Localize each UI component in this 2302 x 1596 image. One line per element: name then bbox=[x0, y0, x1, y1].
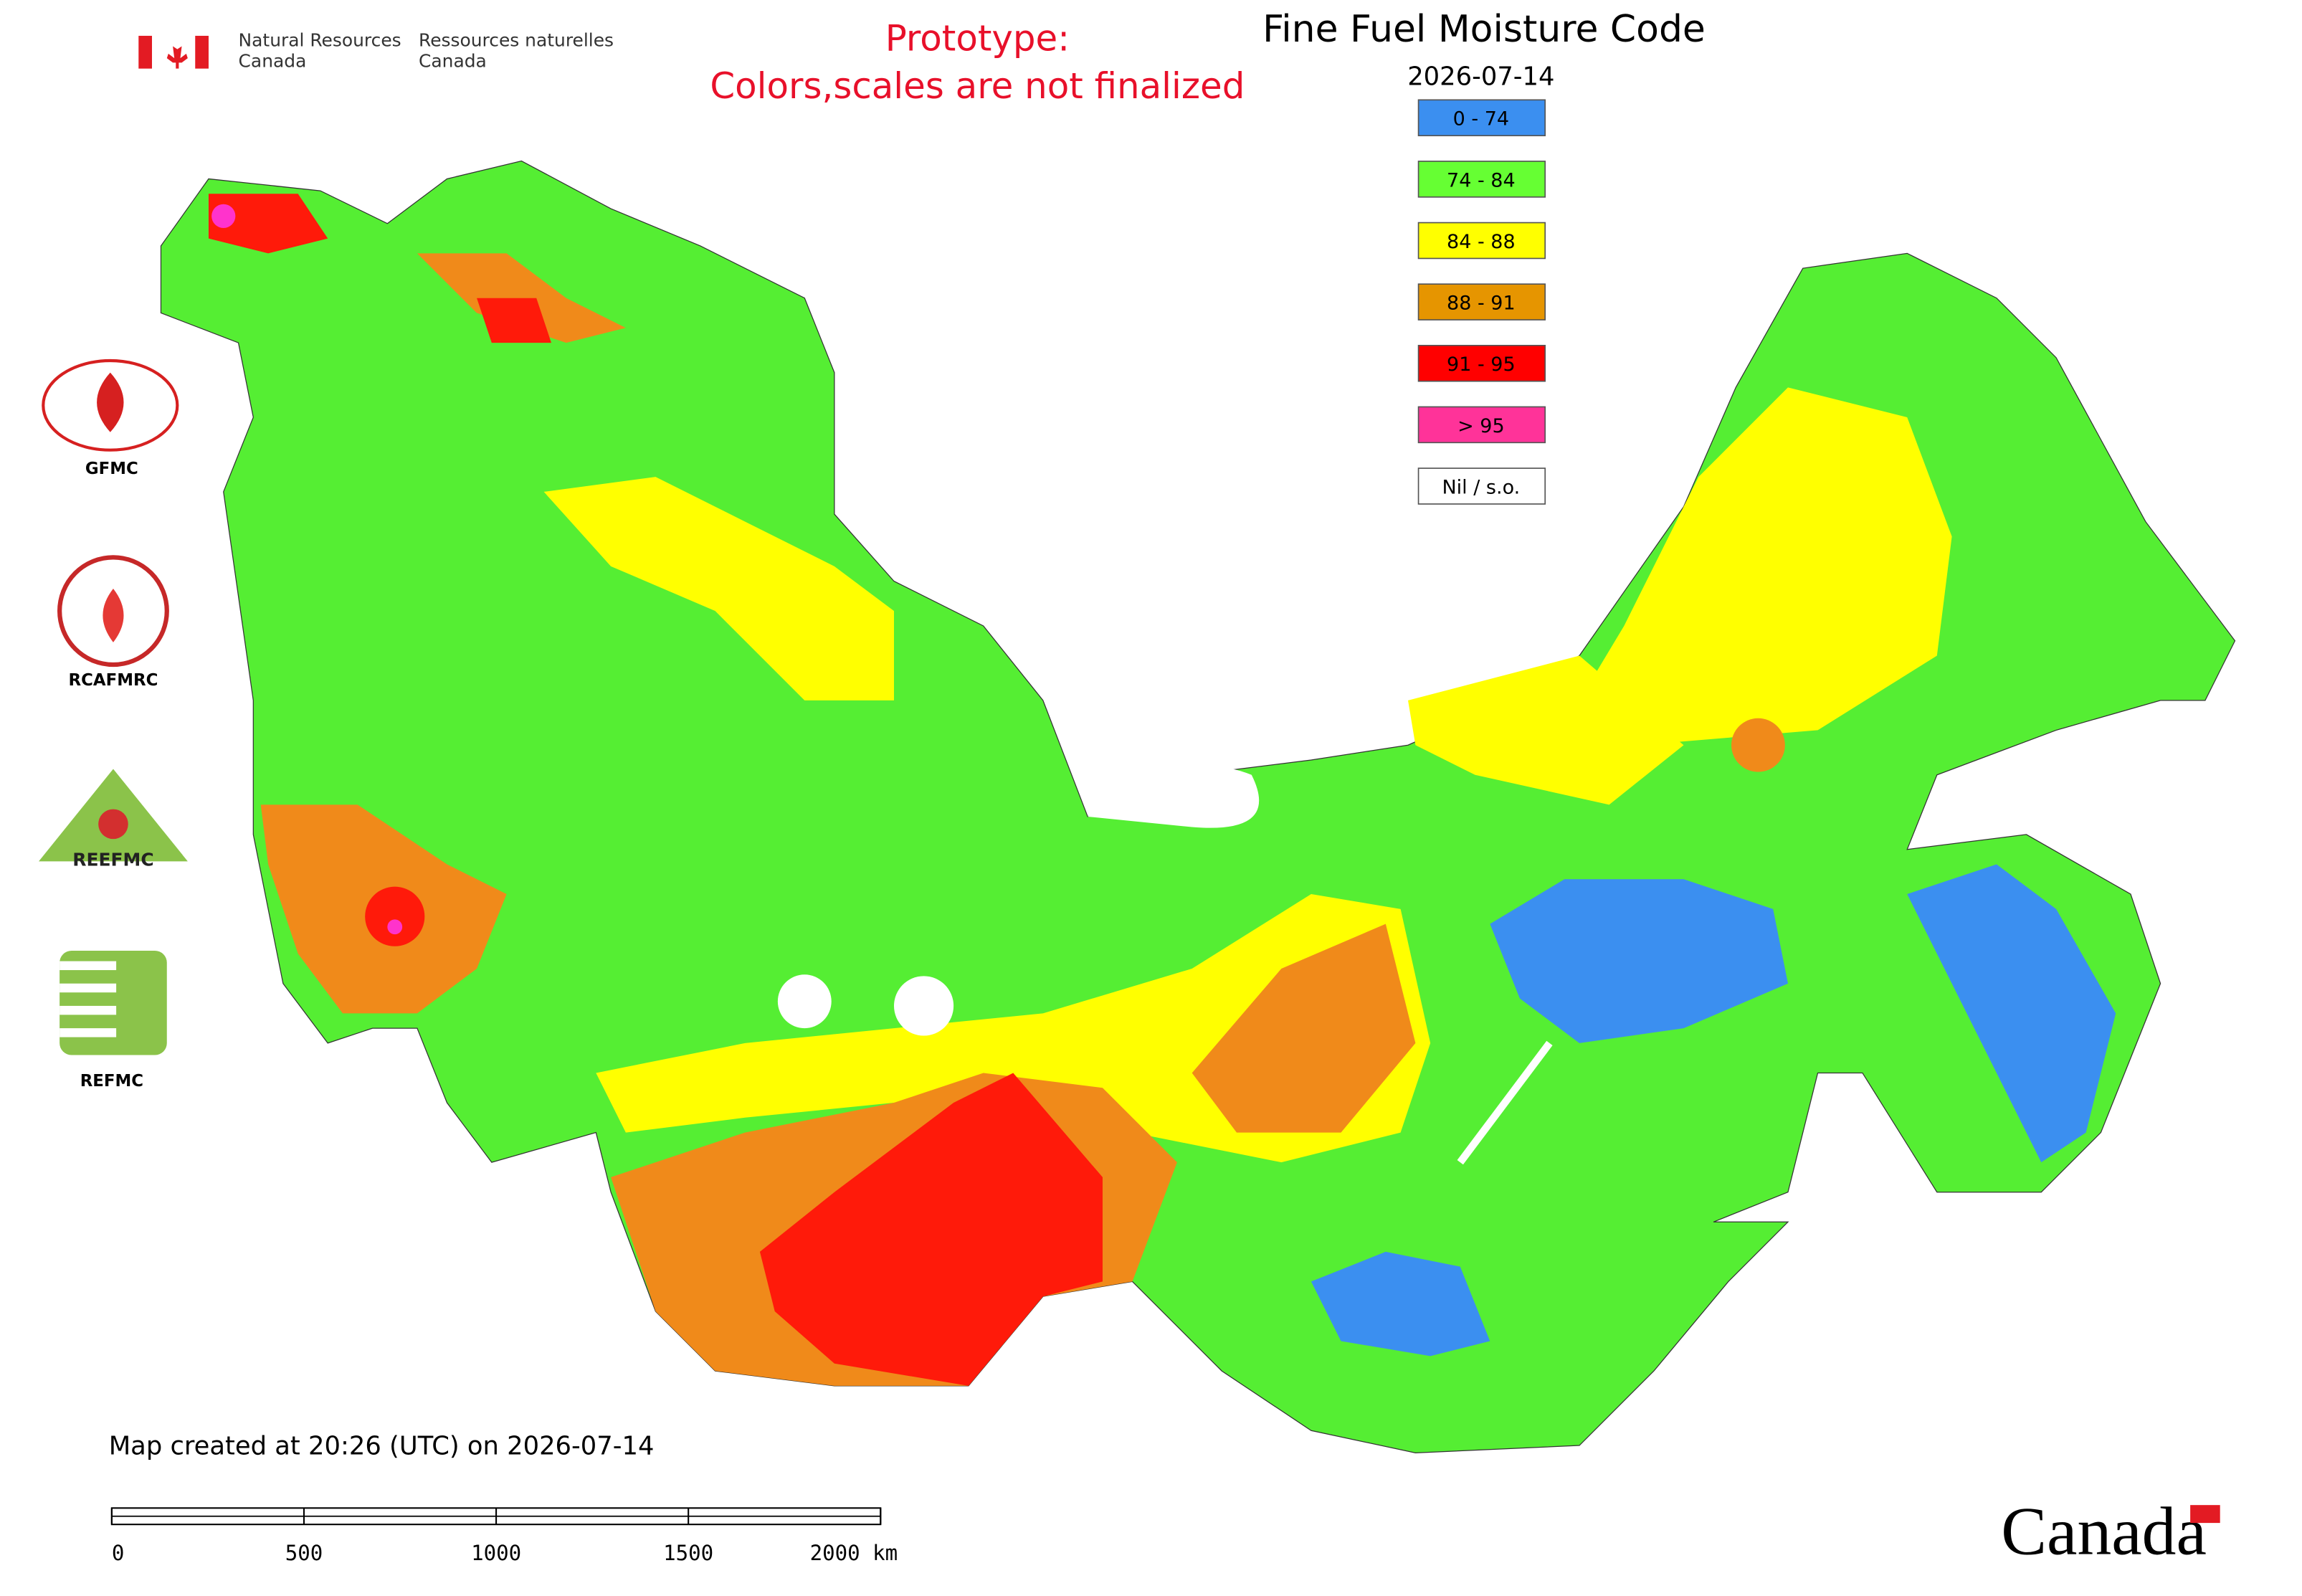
agency-en: Natural Resources bbox=[239, 29, 401, 50]
agency-en: Canada bbox=[239, 51, 307, 72]
legend-label: 74 - 84 bbox=[1447, 169, 1516, 191]
legend: 0 - 74 74 - 84 84 - 88 88 - 91 91 - 95 > 95 Ni… bbox=[1417, 99, 1546, 505]
legend-label: > 95 bbox=[1457, 415, 1505, 437]
scale-label: 0 bbox=[112, 1541, 125, 1565]
legend-swatch bbox=[1417, 344, 1546, 382]
scale-label: 1000 bbox=[471, 1541, 521, 1565]
map-area bbox=[160, 160, 2236, 1454]
notice: Colors,scales are not finalized bbox=[710, 65, 1245, 107]
logo-label: REEFMC bbox=[72, 850, 153, 870]
legend-swatch bbox=[1417, 99, 1546, 137]
legend-label: 91 - 95 bbox=[1447, 353, 1516, 376]
legend-label: 0 - 74 bbox=[1453, 108, 1509, 130]
map-title: Fine Fuel Moisture Code bbox=[1262, 8, 1706, 51]
scale-label: 2000 km bbox=[810, 1541, 898, 1565]
rcafmrc-logo bbox=[57, 555, 169, 668]
legend-label: 88 - 91 bbox=[1447, 293, 1516, 315]
legend-swatch bbox=[1417, 467, 1546, 505]
logo-label: REFMC bbox=[80, 1072, 143, 1091]
map-date: 2026-07-14 bbox=[1407, 62, 1554, 92]
legend-swatch bbox=[1417, 406, 1546, 444]
canada-flag bbox=[138, 35, 209, 69]
agency-fr: Canada bbox=[419, 51, 487, 72]
legend-swatch bbox=[1417, 222, 1546, 260]
footer-note: Map created at 20:26 (UTC) on 2026-07-14 bbox=[109, 1431, 655, 1460]
logo-label: GFMC bbox=[85, 460, 138, 478]
reefmc-logo bbox=[39, 769, 188, 862]
legend-label: Nil / s.o. bbox=[1442, 476, 1520, 498]
notice: Prototype: bbox=[885, 18, 1070, 60]
gfmc-logo bbox=[42, 358, 179, 452]
agency-fr: Ressources naturelles bbox=[419, 29, 614, 50]
legend-label: 84 - 88 bbox=[1447, 231, 1516, 253]
legend-swatch bbox=[1417, 283, 1546, 320]
wordmark-flag bbox=[2190, 1505, 2220, 1524]
scale-label: 500 bbox=[285, 1541, 323, 1565]
legend-swatch bbox=[1417, 161, 1546, 198]
scale-bar: 0 500 1000 1500 2000 km bbox=[110, 1507, 898, 1565]
canada-wordmark: Canada bbox=[2001, 1493, 2207, 1569]
logo-label: RCAFMRC bbox=[69, 671, 158, 690]
refmc-logo bbox=[60, 951, 167, 1055]
scale-label: 1500 bbox=[663, 1541, 713, 1565]
